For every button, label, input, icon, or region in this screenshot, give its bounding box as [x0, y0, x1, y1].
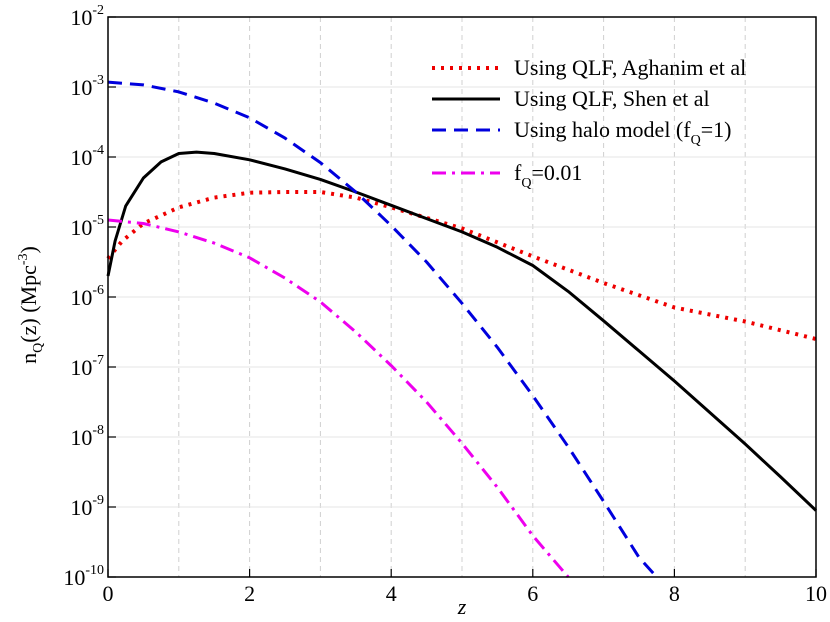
y-axis-title-sup: -3	[16, 253, 31, 265]
legend-label-2: Using QLF, Shen et al	[514, 86, 710, 111]
x-tick-label: 6	[527, 581, 538, 606]
y-tick-label: 10-2	[70, 3, 104, 30]
y-tick-label-base: 10	[70, 355, 92, 380]
series-group	[106, 80, 818, 579]
x-tick-label: 10	[805, 581, 827, 606]
y-axis-title-base: n	[16, 353, 41, 364]
y-tick-label-base: 10	[70, 425, 92, 450]
x-tick-label: 2	[244, 581, 255, 606]
y-axis-title-mid: (z) (Mpc	[16, 265, 41, 343]
y-tick-label-base: 10	[63, 565, 85, 590]
y-tick-label-base: 10	[70, 75, 92, 100]
y-tick-label: 10-8	[70, 423, 104, 450]
y-tick-label-exponent: -6	[92, 283, 104, 298]
y-tick-label: 10-7	[70, 353, 104, 380]
y-tick-label: 10-6	[70, 283, 104, 310]
legend-label-subscript: Q	[521, 176, 531, 191]
y-tick-label: 10-9	[70, 493, 104, 520]
y-tick-label-exponent: -3	[92, 73, 104, 88]
legend-label-text: Using QLF, Aghanim et al	[514, 55, 746, 80]
y-tick-label-exponent: -8	[92, 423, 104, 438]
series-line-4	[107, 218, 570, 578]
y-tick-label-base: 10	[70, 285, 92, 310]
y-tick-label-base: 10	[70, 215, 92, 240]
x-tick-labels: 0 2 4 6 8 10	[103, 581, 828, 606]
x-tick-label: 0	[103, 581, 114, 606]
x-tick-label: 4	[386, 581, 397, 606]
y-tick-label-base: 10	[70, 145, 92, 170]
y-tick-label-exponent: -10	[85, 563, 104, 578]
y-tick-labels: 10-210-310-410-510-610-710-810-910-10	[63, 3, 104, 590]
series-line-1	[106, 190, 817, 341]
y-tick-label-exponent: -9	[92, 493, 104, 508]
y-tick-label-base: 10	[70, 5, 92, 30]
legend-label-text: f	[514, 160, 522, 185]
legend-label-subscript: Q	[691, 133, 701, 148]
x-tick-label: 8	[669, 581, 680, 606]
y-axis-title-end: )	[16, 246, 41, 253]
y-tick-label-exponent: -4	[92, 143, 104, 158]
y-axis-title-sub: Q	[31, 343, 46, 353]
series-line-2	[106, 150, 818, 512]
y-tick-label-exponent: -5	[92, 213, 104, 228]
series-line-3	[107, 80, 658, 579]
y-tick-label-base: 10	[70, 495, 92, 520]
y-axis-title: nQ(z) (Mpc-3)	[16, 246, 46, 364]
x-axis-title: z	[457, 594, 467, 619]
ticks	[107, 16, 817, 578]
legend-label-1: Using QLF, Aghanim et al	[514, 55, 746, 80]
legend-label-tail: =1)	[701, 117, 732, 142]
y-tick-label: 10-5	[70, 213, 104, 240]
legend: Using QLF, Aghanim et al Using QLF, Shen …	[432, 55, 746, 191]
y-tick-label: 10-3	[70, 73, 104, 100]
y-tick-label-exponent: -2	[92, 3, 104, 18]
y-tick-label: 10-10	[63, 563, 104, 590]
legend-label-tail: =0.01	[531, 160, 582, 185]
legend-label-3: Using halo model (fQ=1)	[514, 117, 731, 148]
legend-label-4: fQ=0.01	[514, 160, 582, 191]
legend-label-text: Using QLF, Shen et al	[514, 86, 710, 111]
legend-label-text: Using halo model (f	[514, 117, 691, 142]
y-tick-label: 10-4	[70, 143, 104, 170]
y-tick-label-exponent: -7	[92, 353, 104, 368]
